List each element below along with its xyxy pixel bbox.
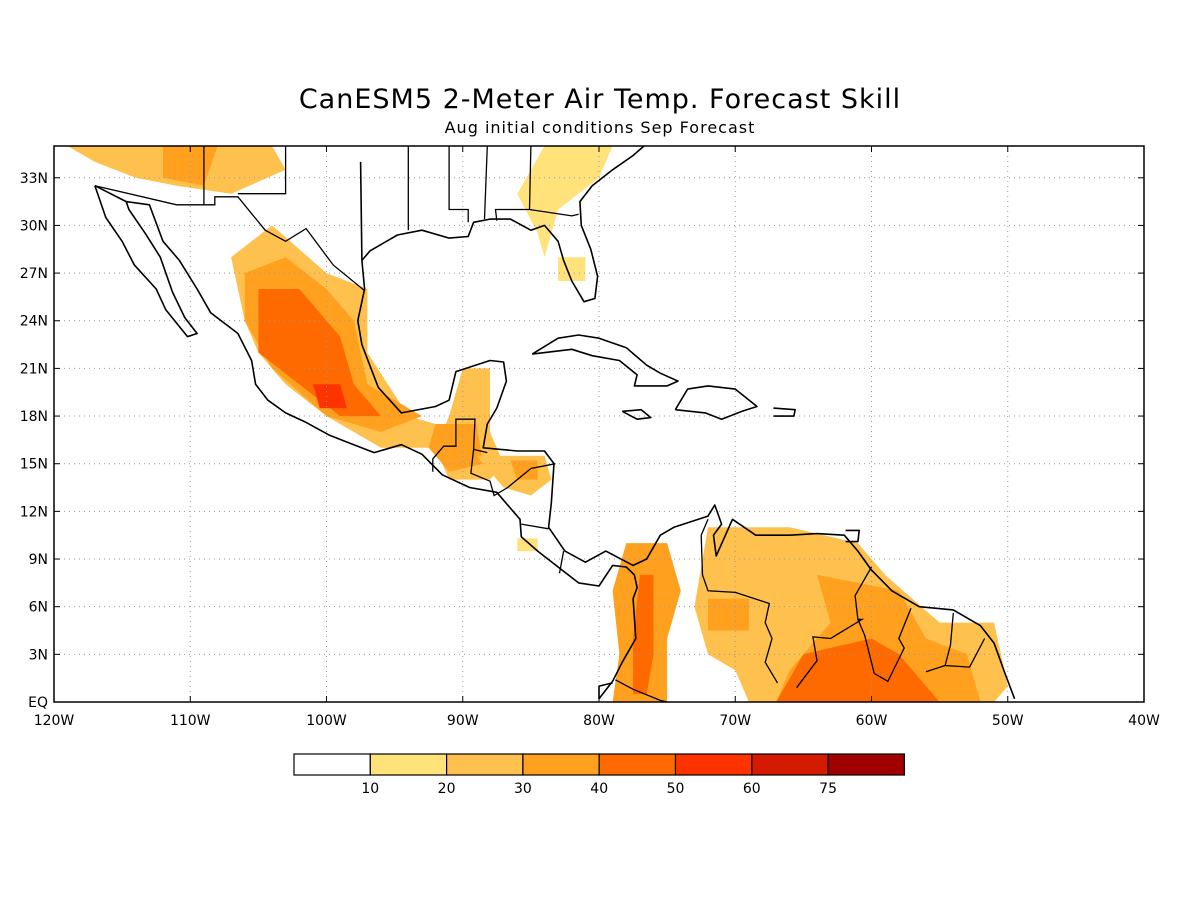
skill-shading-layer <box>67 146 1008 702</box>
legend-tick-label: 60 <box>743 781 761 797</box>
legend-tick-label: 75 <box>819 781 837 797</box>
legend-tick-label: 50 <box>667 781 685 797</box>
lon-label: 100W <box>306 713 347 729</box>
legend-swatch <box>751 753 829 776</box>
skill-region <box>510 460 538 480</box>
plot-frame <box>53 145 1145 703</box>
skill-region <box>517 146 613 258</box>
lon-label: 40W <box>1128 713 1160 729</box>
political-border <box>873 608 912 683</box>
chart-title: CanESM5 2-Meter Air Temp. Forecast Skill <box>298 84 902 115</box>
lat-label: 12N <box>20 504 48 520</box>
coastline <box>94 184 638 700</box>
coastlines-layer <box>94 146 1016 702</box>
political-border <box>796 566 873 689</box>
color-legend: 10 20 30 40 50 60 75 <box>293 753 905 797</box>
lat-label: 15N <box>20 457 48 473</box>
political-border <box>925 664 946 673</box>
legend-tick-label: 40 <box>590 781 608 797</box>
lat-label: 27N <box>20 266 48 282</box>
skill-region <box>633 574 654 695</box>
lat-label: 18N <box>20 409 48 425</box>
lon-label: 60W <box>856 713 888 729</box>
political-border <box>94 185 366 292</box>
legend-tick-label: 30 <box>514 781 532 797</box>
lat-label: 33N <box>20 171 48 187</box>
legend-tick-label: 10 <box>361 781 379 797</box>
lat-label: 21N <box>20 361 48 377</box>
legend-swatch <box>598 753 677 776</box>
lat-label: 30N <box>20 218 48 234</box>
lat-label: 3N <box>29 647 48 663</box>
axis-labels: EQ 3N 6N 9N 12N 15N 18N 21N 24N 27N 30N 33N 120W 110W… <box>20 146 1160 729</box>
political-border <box>700 519 779 684</box>
political-border <box>432 418 488 472</box>
gridlines <box>54 146 1144 702</box>
political-border <box>558 550 565 574</box>
chart-subtitle: Aug initial conditions Sep Forecast <box>444 118 756 137</box>
political-border <box>470 449 556 497</box>
political-border <box>483 146 488 220</box>
legend-swatch <box>369 753 448 776</box>
legend-swatch <box>293 753 371 776</box>
lon-label: 120W <box>34 713 75 729</box>
coastline <box>674 385 758 421</box>
lon-label: 90W <box>447 713 479 729</box>
political-border <box>615 679 668 702</box>
lon-label: 110W <box>170 713 211 729</box>
legend-swatch <box>446 753 524 776</box>
lat-label: 24N <box>20 314 48 330</box>
legend-swatch <box>674 753 753 776</box>
political-border <box>237 146 287 195</box>
skill-region <box>428 424 484 472</box>
coastline <box>94 185 198 338</box>
skill-region <box>517 538 538 552</box>
lon-label: 80W <box>583 713 615 729</box>
political-border <box>494 146 532 221</box>
coastline <box>598 682 613 699</box>
lon-label: 70W <box>719 713 751 729</box>
skill-region <box>312 384 347 409</box>
political-border <box>521 523 549 530</box>
skill-region <box>776 638 940 702</box>
coastline <box>356 161 1016 700</box>
legend-swatch <box>522 753 600 776</box>
skill-region <box>558 257 586 281</box>
lon-label: 50W <box>992 713 1024 729</box>
political-border <box>857 619 875 674</box>
legend-swatch <box>827 753 905 776</box>
coastline <box>531 334 679 387</box>
lat-label: 6N <box>29 600 48 616</box>
political-border <box>529 208 579 217</box>
coastline <box>845 529 861 543</box>
lat-label: 9N <box>29 552 48 568</box>
political-border <box>448 146 469 223</box>
coastline <box>621 408 652 421</box>
skill-region <box>708 598 749 631</box>
coastline <box>773 407 797 417</box>
legend-tick-label: 20 <box>438 781 456 797</box>
coastline <box>361 146 645 303</box>
lat-label: EQ <box>28 695 48 711</box>
